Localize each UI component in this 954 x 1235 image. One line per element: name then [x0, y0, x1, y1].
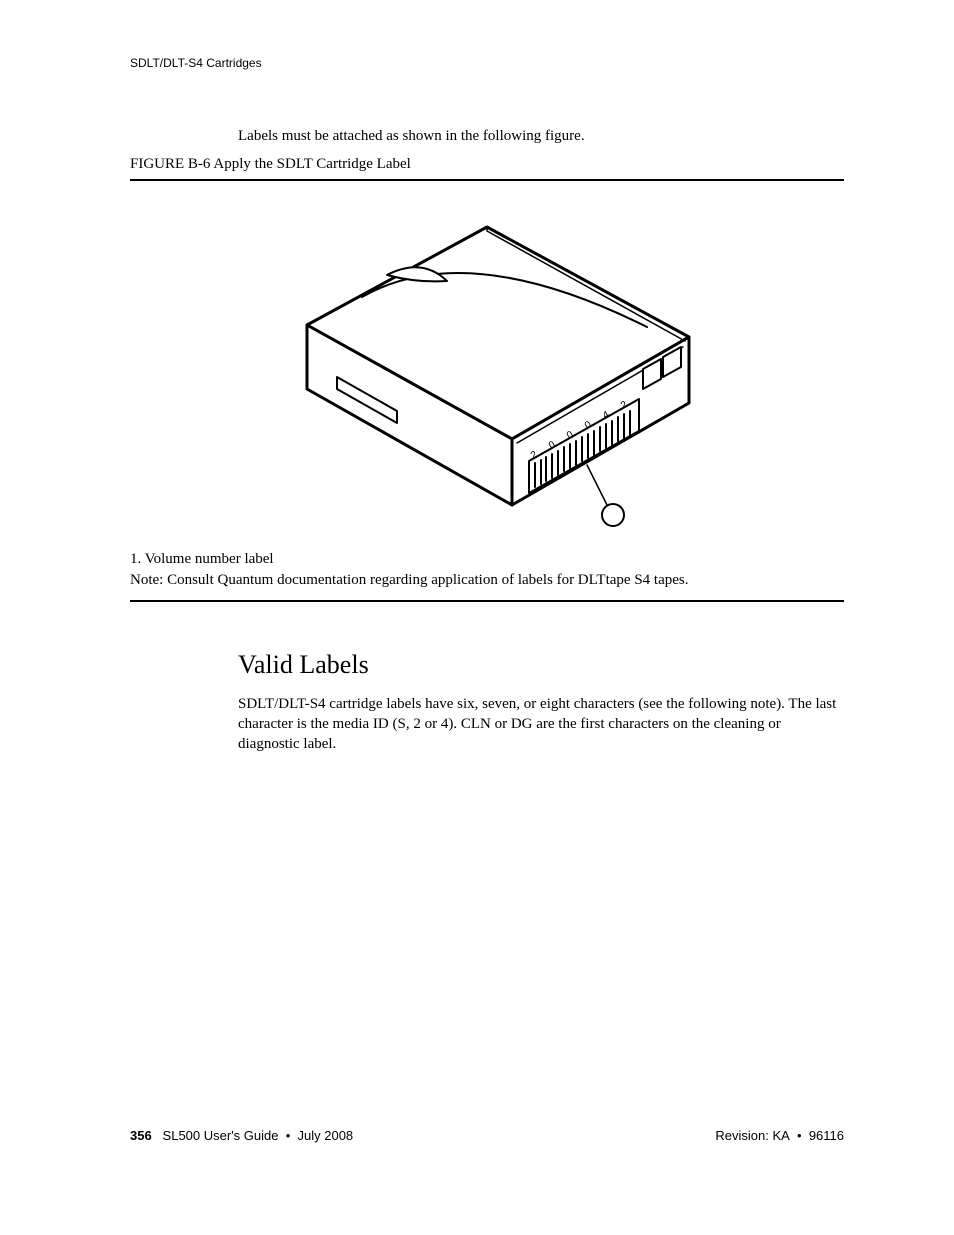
section-heading-valid-labels: Valid Labels	[238, 650, 844, 680]
footer-doc-title: SL500 User's Guide	[163, 1128, 279, 1143]
footer-right: Revision: KA • 96116	[715, 1128, 844, 1143]
figure-note: Note: Consult Quantum documentation rega…	[130, 570, 844, 590]
figure-caption-prefix: FIGURE B-6	[130, 156, 210, 172]
footer-doc-id: 96116	[809, 1128, 844, 1143]
bullet-icon: •	[286, 1128, 291, 1143]
footer-date: July 2008	[298, 1128, 354, 1143]
figure-caption-text: Apply the SDLT Cartridge Label	[213, 156, 410, 172]
figure-notes: 1. Volume number label Note: Consult Qua…	[130, 549, 844, 590]
figure-block: 2 0 0 0 4 2 1. Volume number label Note:…	[130, 179, 844, 602]
footer-page-number: 356	[130, 1128, 152, 1143]
bullet-icon: •	[797, 1128, 802, 1143]
page: SDLT/DLT-S4 Cartridges Labels must be at…	[0, 0, 954, 1235]
footer-revision: Revision: KA	[715, 1128, 789, 1143]
figure-callout-list: 1. Volume number label	[130, 549, 844, 569]
figure-image-wrap: 2 0 0 0 4 2	[130, 199, 844, 543]
intro-text: Labels must be attached as shown in the …	[238, 126, 844, 146]
page-footer: 356 SL500 User's Guide • July 2008 Revis…	[130, 1128, 844, 1143]
cartridge-illustration: 2 0 0 0 4 2	[267, 207, 707, 527]
section-body-valid-labels: SDLT/DLT-S4 cartridge labels have six, s…	[238, 694, 844, 755]
running-head: SDLT/DLT-S4 Cartridges	[130, 56, 844, 70]
footer-left: 356 SL500 User's Guide • July 2008	[130, 1128, 353, 1143]
figure-caption: FIGURE B-6 Apply the SDLT Cartridge Labe…	[130, 156, 844, 173]
callout-circle-icon	[602, 504, 624, 526]
